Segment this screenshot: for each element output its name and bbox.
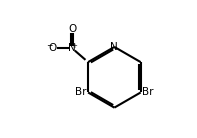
Text: N: N [68, 43, 75, 53]
Text: O: O [48, 43, 57, 53]
Text: N: N [111, 42, 118, 52]
Text: +: + [72, 43, 78, 49]
Text: O: O [68, 24, 76, 34]
Text: Br: Br [142, 87, 153, 97]
Text: −: − [46, 42, 52, 51]
Text: Br: Br [75, 87, 87, 97]
